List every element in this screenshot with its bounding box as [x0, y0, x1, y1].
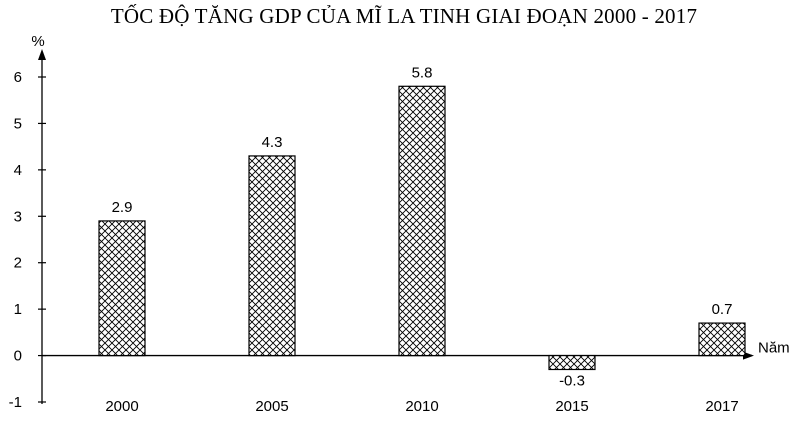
- bar: [698, 322, 746, 357]
- y-tick-label: 2: [14, 255, 22, 272]
- y-tick-label: 5: [14, 115, 22, 132]
- labels: 2.9 2000 4.3 2005 5.8 2010 -0.3 2015 0.7 2017: [105, 64, 738, 415]
- y-tick-label: 3: [14, 208, 22, 225]
- chart-title: TỐC ĐỘ TĂNG GDP CỦA MĨ LA TINH GIAI ĐOẠN…: [110, 4, 698, 28]
- data-label: 5.8: [412, 64, 433, 81]
- y-tick-label: 0: [14, 348, 22, 365]
- x-tick-label: 2005: [255, 398, 288, 415]
- y-tick-label: 4: [14, 162, 22, 179]
- y-tick-label: 1: [14, 301, 22, 318]
- axes: % Năm -1 0 1 2 3 4 5 6: [9, 33, 790, 411]
- bars: [98, 85, 746, 371]
- x-tick-label: 2017: [705, 398, 738, 415]
- bar: [248, 155, 296, 357]
- y-axis-unit: %: [31, 33, 44, 50]
- x-axis-unit: Năm: [758, 340, 790, 357]
- y-tick-label: 6: [14, 69, 22, 86]
- data-label: 2.9: [112, 199, 133, 216]
- data-label: -0.3: [559, 373, 585, 390]
- bar: [398, 85, 446, 357]
- x-axis-arrow: [743, 351, 754, 360]
- y-tick-label: -1: [9, 394, 22, 411]
- x-tick-label: 2010: [405, 398, 438, 415]
- bar: [98, 220, 146, 357]
- data-label: 4.3: [262, 134, 283, 151]
- bar: [548, 354, 596, 371]
- x-tick-label: 2000: [105, 398, 138, 415]
- y-axis-arrow: [38, 49, 46, 60]
- data-label: 0.7: [712, 301, 733, 318]
- x-tick-label: 2015: [555, 398, 588, 415]
